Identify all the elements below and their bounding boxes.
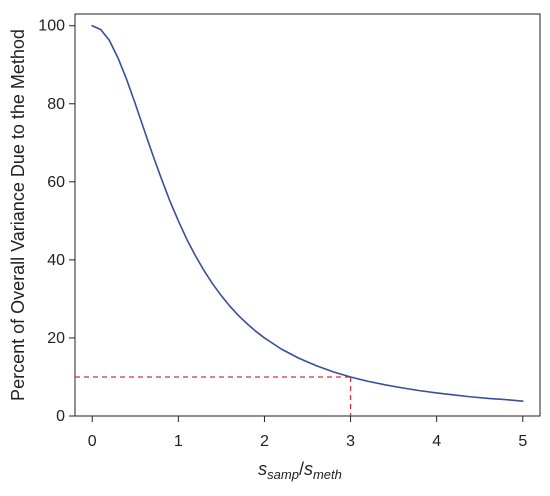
x-axis-title-sub2: meth (313, 467, 342, 482)
x-tick-label: 0 (88, 433, 97, 450)
x-axis-title-base1: s (258, 459, 267, 479)
x-tick-label: 4 (432, 433, 441, 450)
reference-lines (75, 376, 352, 416)
series-line (91, 24, 524, 402)
x-axis-title-sub1: samp (267, 467, 299, 482)
x-axis-title: ssamp/smeth (258, 459, 342, 482)
series-layer (91, 24, 524, 402)
y-tick-label: 80 (47, 96, 65, 113)
y-tick-label: 100 (38, 18, 65, 35)
y-axis: 0 20 40 60 80 100 (38, 18, 75, 425)
y-tick-label: 60 (47, 174, 65, 191)
x-tick-label: 5 (518, 433, 527, 450)
x-tick-label: 3 (346, 433, 355, 450)
y-tick-label: 0 (56, 408, 65, 425)
x-axis-title-sep: / (299, 459, 304, 479)
x-tick-label: 1 (174, 433, 183, 450)
x-axis-title-base2: s (304, 459, 313, 479)
plot-frame (74, 13, 541, 417)
x-tick-label: 2 (260, 433, 269, 450)
x-axis: 0 1 2 3 4 5 (88, 416, 527, 450)
y-tick-label: 40 (47, 252, 65, 269)
y-axis-title: Percent of Overall Variance Due to the M… (8, 29, 28, 401)
y-tick-label: 20 (47, 330, 65, 347)
